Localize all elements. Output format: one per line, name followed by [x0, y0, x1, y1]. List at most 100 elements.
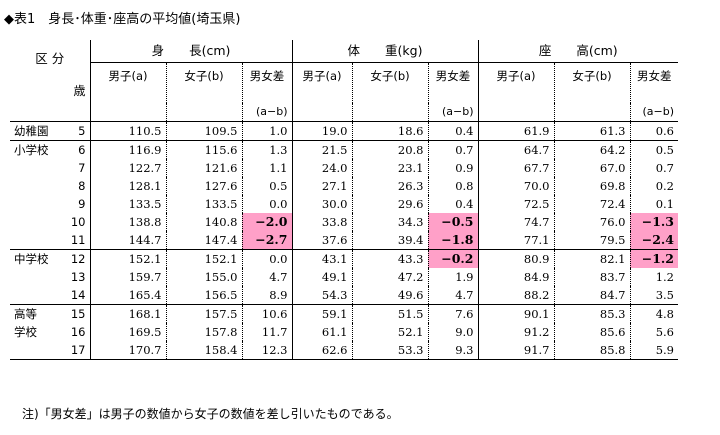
sitting-female-cell: 82.1 — [553, 249, 630, 268]
weight-diff-cell: 0.9 — [427, 159, 479, 177]
school-level-label — [10, 159, 66, 177]
height-female-cell: 127.6 — [165, 177, 242, 195]
sitting-female-cell: 85.3 — [553, 304, 630, 323]
weight-female-cell: 51.5 — [351, 304, 428, 323]
weight-diff-cell: 9.0 — [427, 323, 479, 341]
sitting-male-cell: 80.9 — [478, 249, 554, 268]
height-male-cell: 159.7 — [128, 270, 162, 284]
sitting-diff-cell: 4.8 — [629, 304, 678, 323]
height-diff-cell: 4.7 — [241, 268, 293, 286]
weight-female-cell: 29.6 — [351, 195, 428, 213]
height-diff-cell: 10.6 — [241, 304, 293, 323]
age-cell: 16 — [66, 323, 91, 341]
weight-diff-cell: −0.5 — [427, 213, 479, 231]
height-male-cell: 152.1 — [90, 249, 166, 268]
height-male-cell: 116.9 — [90, 140, 166, 159]
height-diff-cell: 0.0 — [241, 249, 293, 268]
height-female-cell: 140.8 — [165, 213, 242, 231]
table-row: 高等 15 168.1 157.5 10.6 59.1 51.5 7.6 90.1 85.3 4.8 — [10, 304, 678, 323]
sitting-diff-cell: 1.2 — [629, 268, 678, 286]
diff-column-header: 男女差 — [241, 62, 293, 103]
height-female-cell: 115.6 — [165, 140, 242, 159]
sitting-female-cell: 79.5 — [553, 231, 630, 250]
height-female-cell: 157.8 — [165, 323, 242, 341]
sitting-female-cell: 85.8 — [553, 341, 630, 360]
weight-diff-cell: 1.9 — [427, 268, 479, 286]
male-column-header: 男子(a) — [478, 62, 554, 122]
weight-female-cell: 20.8 — [351, 140, 428, 159]
sitting-male-cell: 90.1 — [478, 304, 554, 323]
height-female-cell: 155.0 — [165, 268, 242, 286]
table-row: 10 138.8 140.8 −2.0 33.8 34.3 −0.5 74.7 76.0 −1.3 — [10, 213, 678, 231]
kubun-header-cell: 区 分 歳 — [10, 40, 91, 122]
weight-female-cell: 49.6 — [351, 286, 428, 305]
weight-male-cell: 21.5 — [292, 140, 352, 159]
weight-male-cell: 54.3 — [321, 288, 348, 302]
age-cell: 7 — [66, 159, 91, 177]
height-male-cell: 144.7 — [128, 233, 162, 247]
table-row: 17 170.7 158.4 12.3 62.6 53.3 9.3 91.7 85.8 5.9 — [10, 341, 678, 360]
weight-diff-cell: −0.2 — [427, 249, 479, 268]
weight-male-cell: 62.6 — [292, 341, 352, 360]
sitting-diff-cell: 0.5 — [629, 140, 678, 159]
weight-diff-cell: 9.3 — [427, 341, 479, 360]
diff-column-header: 男女差 — [427, 62, 479, 103]
age-cell: 10 — [66, 213, 91, 231]
sitting-female-cell: 84.7 — [553, 286, 630, 305]
age-cell: 13 — [66, 268, 91, 286]
sitting-diff-cell: −1.3 — [629, 213, 678, 231]
sitting-male-cell: 67.7 — [523, 161, 550, 175]
weight-female-cell: 23.1 — [351, 159, 428, 177]
diff-formula-label: (a−b) — [241, 103, 293, 122]
weight-male-cell: 27.1 — [321, 179, 348, 193]
sitting-diff-cell: 5.9 — [629, 341, 678, 360]
kubun-label: 区 分 — [35, 51, 65, 66]
sitting-male-cell: 74.7 — [523, 215, 550, 229]
height-diff-cell: −2.7 — [241, 231, 293, 250]
weight-female-cell: 43.3 — [351, 249, 428, 268]
height-diff-cell: −2.0 — [241, 213, 293, 231]
table-row: 学校 16 169.5 157.8 11.7 61.1 52.1 9.0 91.2 85.6 5.6 — [10, 323, 678, 341]
table-row: 7 122.7 121.6 1.1 24.0 23.1 0.9 67.7 67.0 0.7 — [10, 159, 678, 177]
weight-male-cell: 43.1 — [292, 249, 352, 268]
height-male-cell: 165.4 — [128, 288, 162, 302]
age-cell: 11 — [66, 231, 91, 250]
weight-diff-cell: −1.8 — [427, 231, 479, 250]
table-row: 小学校 6 116.9 115.6 1.3 21.5 20.8 0.7 64.7 64.2 0.5 — [10, 140, 678, 159]
height-male-cell: 170.7 — [90, 341, 166, 360]
height-diff-cell: 11.7 — [241, 323, 293, 341]
weight-male-cell: 24.0 — [321, 161, 348, 175]
weight-diff-cell: 0.8 — [427, 177, 479, 195]
female-column-header: 女子(b) — [553, 62, 630, 122]
diff-formula-label: (a−b) — [427, 103, 479, 122]
school-level-label — [10, 213, 66, 231]
height-diff-cell: 0.0 — [241, 195, 293, 213]
table-row: 8 128.1 127.6 0.5 27.1 26.3 0.8 70.0 69.8 0.2 — [10, 177, 678, 195]
height-diff-cell: 8.9 — [241, 286, 293, 305]
height-diff-cell: 1.0 — [241, 121, 293, 141]
height-female-cell: 109.5 — [165, 121, 242, 141]
weight-diff-cell: 0.7 — [427, 140, 479, 159]
table-row: 14 165.4 156.5 8.9 54.3 49.6 4.7 88.2 84.7 3.5 — [10, 286, 678, 305]
height-male-cell: 110.5 — [128, 124, 162, 138]
weight-male-cell: 49.1 — [321, 270, 348, 284]
weight-female-cell: 52.1 — [351, 323, 428, 341]
weight-male-cell: 37.6 — [321, 233, 348, 247]
table-row: 幼稚園 5 110.5 109.5 1.0 19.0 18.6 0.4 61.9 61.3 0.6 — [10, 121, 678, 141]
sitting-diff-cell: 0.7 — [629, 159, 678, 177]
table-row: 11 144.7 147.4 −2.7 37.6 39.4 −1.8 77.1 79.5 −2.4 — [10, 231, 678, 250]
weight-female-cell: 18.6 — [351, 121, 428, 141]
age-cell: 6 — [66, 140, 91, 159]
table-row: 9 133.5 133.5 0.0 30.0 29.6 0.4 72.5 72.4 0.1 — [10, 195, 678, 213]
school-level-label: 中学校 — [10, 249, 66, 268]
diff-formula-label: (a−b) — [629, 103, 678, 122]
sitting-diff-cell: 0.2 — [629, 177, 678, 195]
weight-female-cell: 34.3 — [351, 213, 428, 231]
height-diff-cell: 12.3 — [241, 341, 293, 360]
sitting-male-cell: 91.7 — [478, 341, 554, 360]
weight-diff-cell: 4.7 — [427, 286, 479, 305]
sitting-female-cell: 72.4 — [553, 195, 630, 213]
sitting-female-cell: 76.0 — [553, 213, 630, 231]
sitting-male-cell: 88.2 — [523, 288, 550, 302]
height-male-cell: 168.1 — [90, 304, 166, 323]
